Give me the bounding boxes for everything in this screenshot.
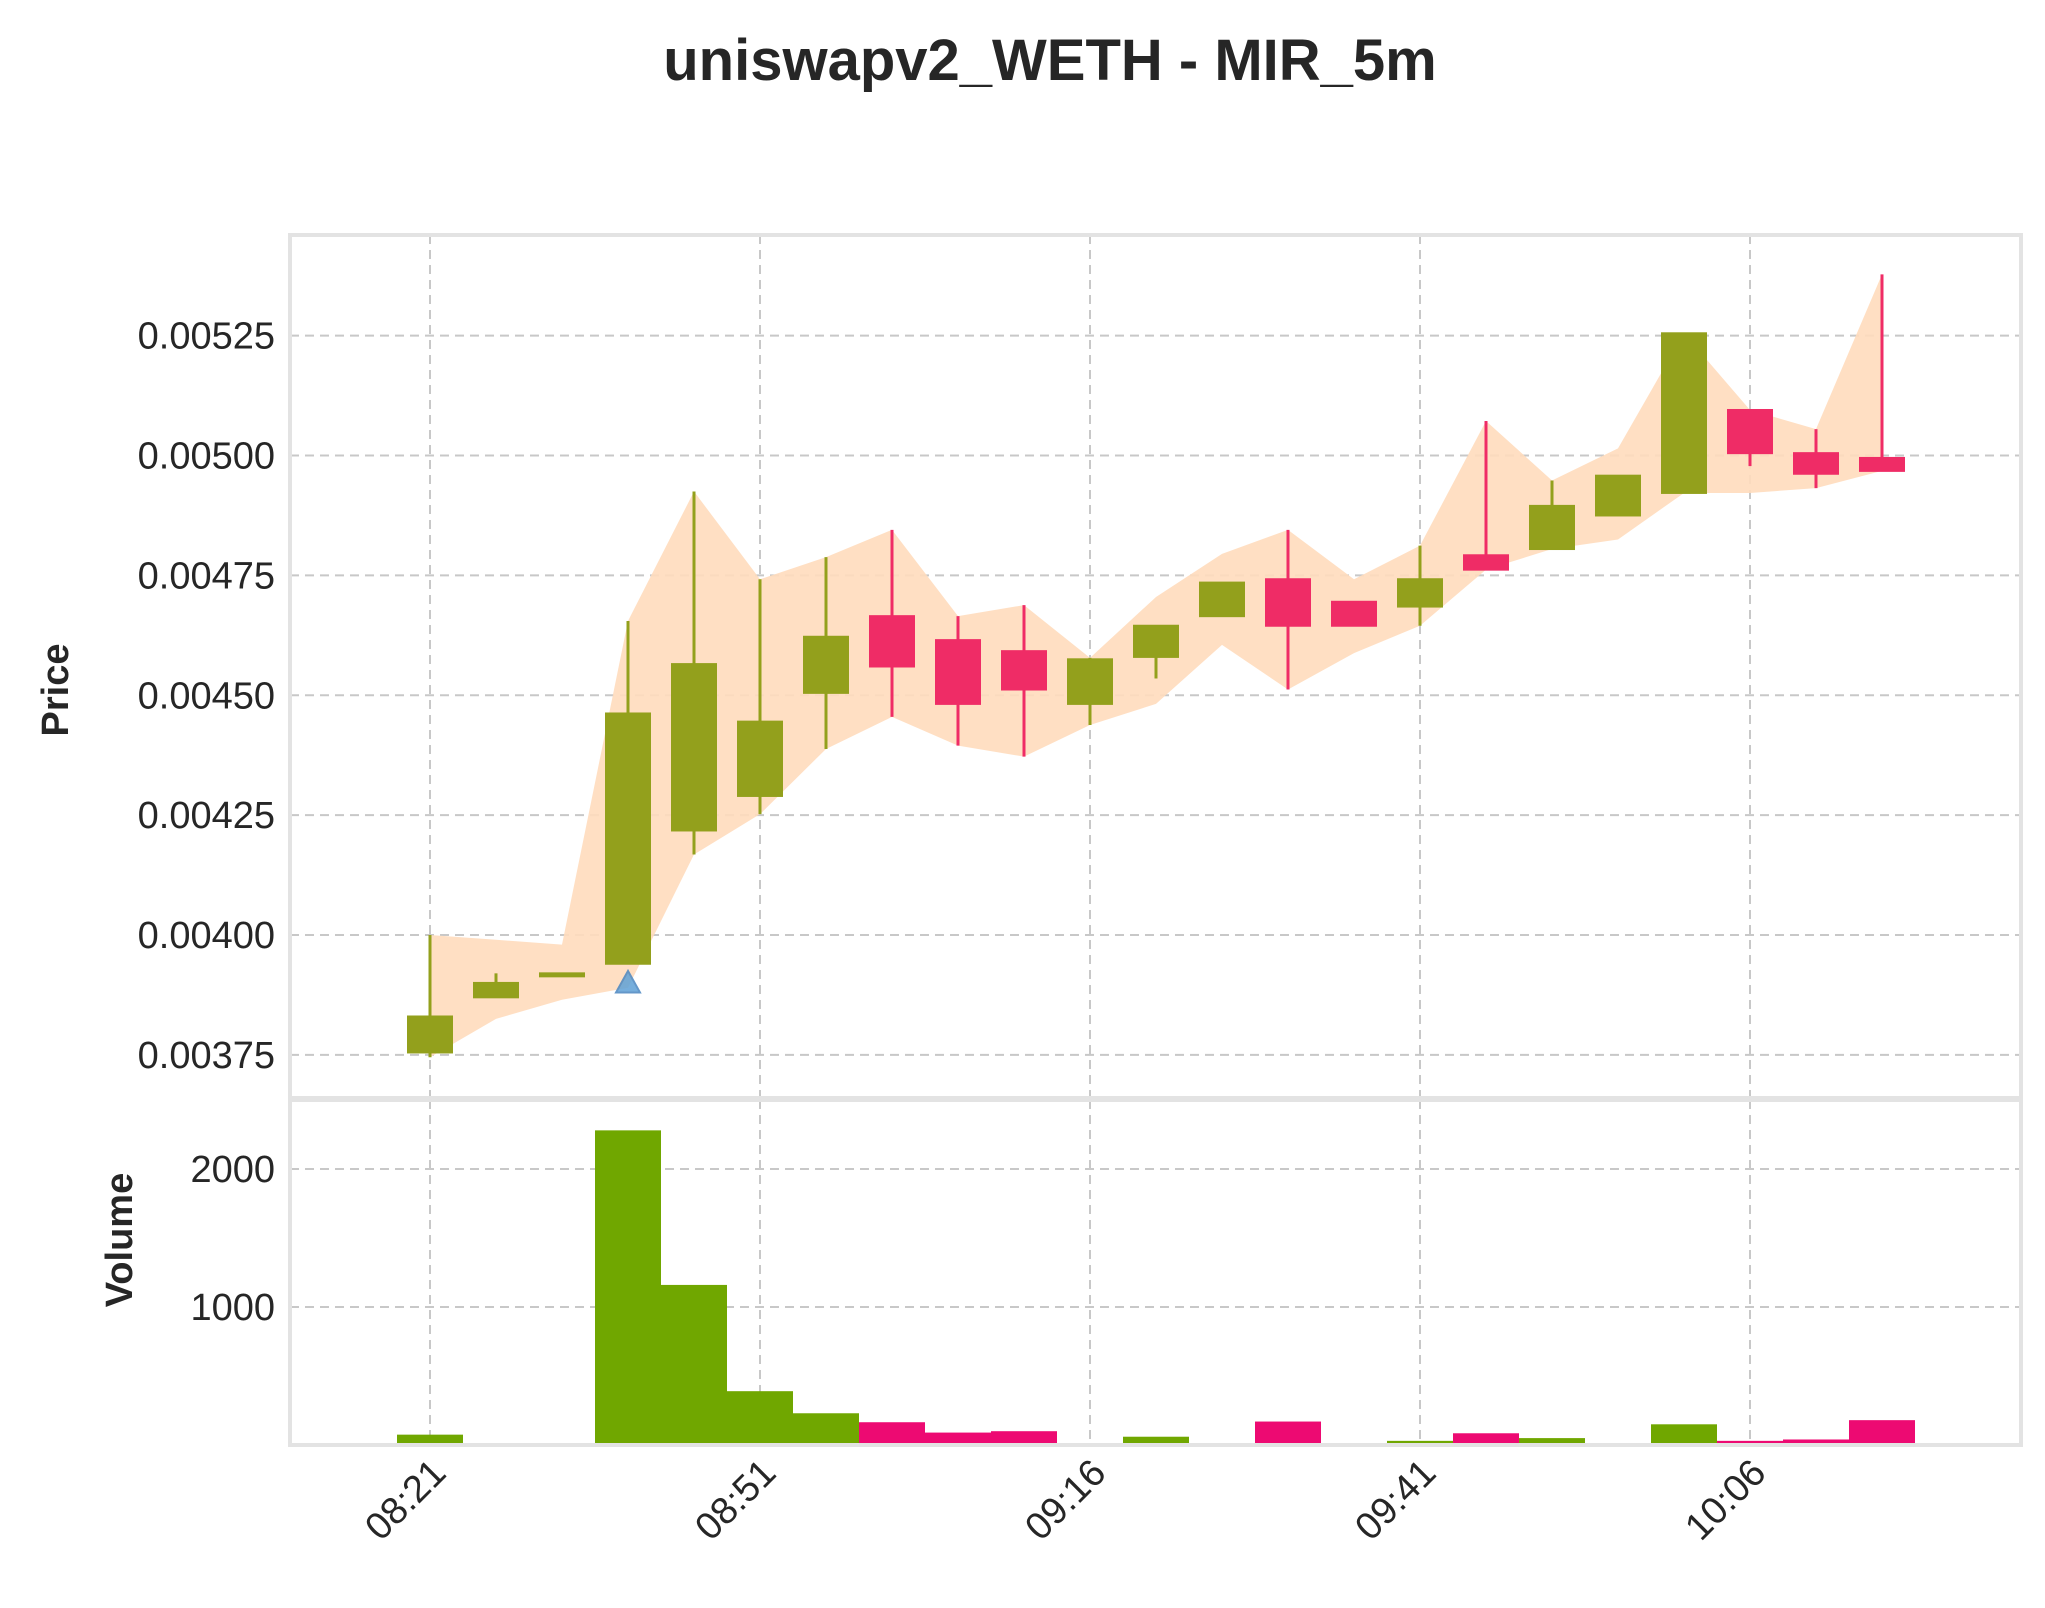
volume-bar — [1453, 1433, 1519, 1445]
candle-body — [605, 712, 651, 965]
x-axis: 08:21 08:51 09:16 09:41 10:06 — [357, 1452, 1774, 1549]
price-tick-label: 0.00375 — [138, 1035, 275, 1077]
candle-body — [1463, 554, 1509, 571]
volume-bar — [1651, 1424, 1717, 1445]
candle-body — [1793, 452, 1839, 475]
volume-bar — [1123, 1436, 1189, 1445]
price-tick-label: 0.00425 — [138, 795, 275, 837]
volume-bar — [1519, 1438, 1585, 1445]
candle-body — [1397, 578, 1443, 608]
volume-bar — [727, 1391, 793, 1445]
volume-bar — [595, 1130, 661, 1445]
signal-marker — [614, 968, 642, 994]
volume-bar — [1387, 1440, 1453, 1445]
candle-body — [1331, 600, 1377, 627]
x-tick-label: 09:16 — [1017, 1452, 1114, 1549]
volume-bar — [661, 1284, 727, 1445]
candle-body — [1199, 581, 1245, 618]
volume-bar — [1717, 1440, 1783, 1445]
candle-body — [1727, 408, 1773, 455]
candle-body — [1133, 624, 1179, 658]
volume-tick-label: 2000 — [190, 1149, 275, 1191]
candle-body — [1661, 332, 1707, 494]
volume-bar — [1849, 1420, 1915, 1445]
candle-body — [1595, 474, 1641, 517]
candle-body — [407, 1015, 453, 1054]
volume-bar — [991, 1431, 1057, 1445]
volume-panel: 1000 2000 — [190, 1098, 2023, 1447]
price-tick-label: 0.00525 — [138, 316, 275, 358]
x-tick-label: 10:06 — [1677, 1452, 1774, 1549]
volume-bar — [859, 1422, 925, 1445]
volume-bar — [925, 1432, 991, 1445]
candle-body — [869, 615, 915, 668]
volume-bar — [1255, 1421, 1321, 1445]
candle-body — [1001, 650, 1047, 691]
candle-body — [671, 663, 717, 832]
price-tick-label: 0.00500 — [138, 436, 275, 478]
price-tick-label: 0.00475 — [138, 555, 275, 597]
chart-title: uniswapv2_WETH - MIR_5m — [663, 28, 1436, 93]
price-panel: 0.00375 0.00400 0.00425 0.00450 0.00475 0.005… — [138, 233, 2023, 1100]
candle-body — [1067, 658, 1113, 705]
price-tick-label: 0.00400 — [138, 915, 275, 957]
price-tick-label: 0.00450 — [138, 675, 275, 717]
volume-bar — [1783, 1439, 1849, 1445]
price-axis-label: Price — [35, 644, 77, 737]
volume-tick-label: 1000 — [190, 1287, 275, 1329]
volume-bar — [397, 1434, 463, 1445]
x-tick-label: 08:51 — [687, 1452, 784, 1549]
x-tick-label: 09:41 — [1347, 1452, 1444, 1549]
volume-panel-frame — [288, 1098, 2023, 1447]
candle-body — [473, 981, 519, 999]
candle-body — [539, 972, 585, 978]
candle-body — [1529, 504, 1575, 551]
candle-body — [803, 635, 849, 694]
candle-body — [935, 639, 981, 705]
candle-body — [737, 720, 783, 797]
volume-bar — [793, 1413, 859, 1445]
candle-body — [1265, 578, 1311, 627]
x-tick-label: 08:21 — [357, 1452, 454, 1549]
candle-body — [1859, 456, 1905, 472]
volume-axis-label: Volume — [99, 1173, 141, 1307]
